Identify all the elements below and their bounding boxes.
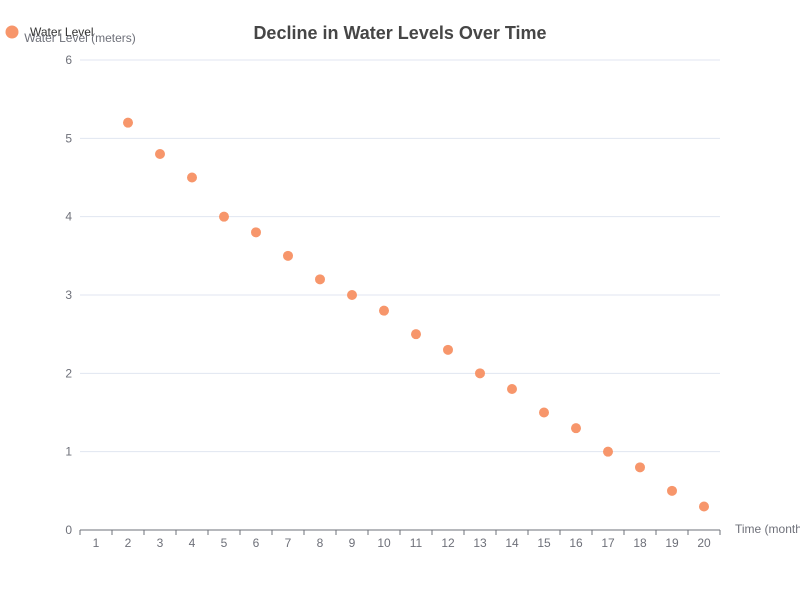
data-point[interactable] [507,384,517,394]
x-tick-label: 1 [93,536,100,550]
x-tick-label: 20 [697,536,711,550]
y-tick-label: 4 [65,210,72,224]
y-axis: 0 1 2 3 4 5 6 [65,53,72,537]
data-point[interactable] [667,485,677,496]
y-tick-label: 1 [65,445,72,459]
x-tick-label: 6 [253,536,260,550]
data-point[interactable] [379,305,389,316]
x-axis: 1 2 3 4 5 6 7 8 9 10 11 12 13 14 15 16 17 18 19 20 [79,529,721,550]
x-tick-label: 10 [377,536,391,550]
y-tick-label: 0 [65,523,72,537]
data-points [123,117,709,512]
x-tick-label: 18 [633,536,647,550]
x-tick-label: 7 [285,536,292,550]
data-point[interactable] [315,274,325,285]
data-point[interactable] [187,172,197,183]
legend-label: Water Level [30,25,94,39]
x-tick-label: 3 [157,536,164,550]
x-tick-label: 13 [473,536,487,550]
data-point[interactable] [603,446,613,457]
data-point[interactable] [539,407,549,418]
grid-lines [80,59,720,453]
y-tick-label: 2 [65,366,72,380]
data-point[interactable] [123,117,133,128]
data-point[interactable] [635,462,645,473]
x-tick-label: 2 [125,536,132,550]
data-point[interactable] [251,227,261,238]
y-tick-label: 6 [65,53,72,67]
y-axis-label: Water Level (meters) [24,31,136,45]
x-tick-label: 19 [665,536,679,550]
data-point[interactable] [571,423,581,434]
x-tick-label: 4 [189,536,196,550]
x-tick-label: 8 [317,536,324,550]
data-point[interactable] [411,329,421,340]
x-tick-label: 15 [537,536,551,550]
x-tick-label: 14 [505,536,519,550]
data-point[interactable] [443,344,453,355]
legend[interactable]: Water Level [5,25,94,39]
chart-title: Decline in Water Levels Over Time [253,23,546,43]
data-point[interactable] [283,250,293,261]
x-tick-label: 12 [441,536,455,550]
data-point[interactable] [219,211,229,222]
y-tick-label: 5 [65,131,72,145]
y-tick-label: 3 [65,288,72,302]
x-axis-label: Time (months) [735,522,800,536]
x-tick-label: 16 [569,536,583,550]
data-point[interactable] [347,290,357,300]
x-tick-label: 11 [410,536,423,550]
data-point[interactable] [155,149,165,159]
x-tick-label: 9 [349,536,356,550]
x-tick-label: 17 [601,536,615,550]
data-point[interactable] [699,501,709,512]
data-point[interactable] [475,368,485,379]
legend-marker [5,25,19,39]
x-tick-label: 5 [221,536,228,550]
